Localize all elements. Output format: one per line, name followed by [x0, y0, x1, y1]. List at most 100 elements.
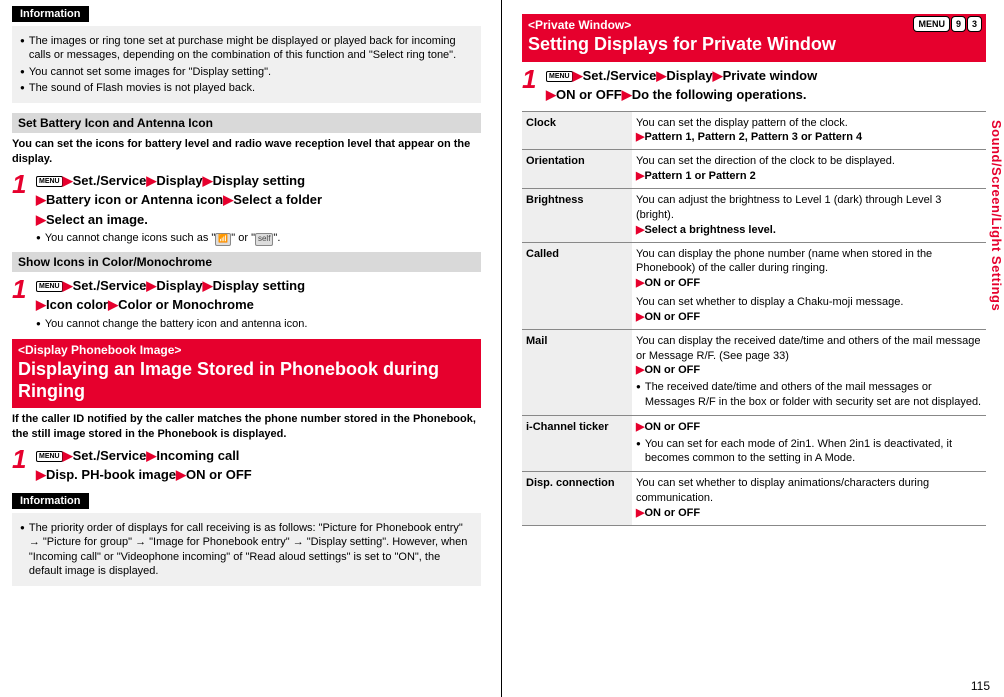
step-number: 1: [522, 66, 546, 105]
table-row: Disp. connection You can set whether to …: [522, 472, 986, 526]
row-label: i-Channel ticker: [522, 415, 632, 471]
row-action: Pattern 1, Pattern 2, Pattern 3 or Patte…: [644, 131, 862, 143]
info-bullet: You cannot set some images for "Display …: [20, 65, 473, 79]
header-key-icons: MENU93: [912, 16, 982, 32]
note-text: You cannot change the battery icon and a…: [45, 317, 308, 331]
information-block-1: The images or ring tone set at purchase …: [12, 26, 481, 103]
table-row: Clock You can set the display pattern of…: [522, 111, 986, 150]
path-seg: Select a folder: [233, 192, 322, 207]
row-label: Brightness: [522, 188, 632, 242]
path-seg: Display: [666, 68, 712, 83]
menu-icon: MENU: [36, 451, 63, 462]
info-bullet: The images or ring tone set at purchase …: [20, 34, 473, 63]
row-action: ON or OFF: [644, 421, 700, 433]
path-seg: Display: [156, 278, 202, 293]
step-body: MENU▶Set./Service▶Display▶Display settin…: [36, 276, 481, 315]
section-monochrome: Show Icons in Color/Monochrome: [12, 252, 481, 272]
path-seg: Set./Service: [73, 173, 147, 188]
row-action: ON or OFF: [644, 364, 700, 376]
path-seg: Disp. PH-book image: [46, 467, 176, 482]
row-text: You can set the direction of the clock t…: [636, 155, 895, 167]
step-1-battery: 1 MENU▶Set./Service▶Display▶Display sett…: [12, 171, 481, 230]
private-window-table: Clock You can set the display pattern of…: [522, 111, 986, 526]
row-action: ON or OFF: [644, 507, 700, 519]
row-text: You can set the display pattern of the c…: [636, 117, 848, 129]
path-seg: Incoming call: [156, 448, 239, 463]
feature-phonebook-image: <Display Phonebook Image> Displaying an …: [12, 339, 481, 408]
menu-icon: MENU: [36, 176, 63, 187]
row-text: The received date/time and others of the…: [645, 380, 982, 409]
row-text: You can display the phone number (name w…: [636, 248, 932, 275]
info-bullet: The sound of Flash movies is not played …: [20, 81, 473, 95]
self-icon: self: [255, 233, 273, 245]
path-seg: Battery icon or Antenna icon: [46, 192, 223, 207]
path-seg: Display: [156, 173, 202, 188]
key-9-icon: 9: [951, 16, 966, 32]
key-3-icon: 3: [967, 16, 982, 32]
row-text: You can adjust the brightness to Level 1…: [636, 194, 941, 221]
table-row: Orientation You can set the direction of…: [522, 150, 986, 189]
row-body: You can display the phone number (name w…: [632, 242, 986, 329]
row-text: You can display the received date/time a…: [636, 335, 980, 362]
path-seg: Private window: [723, 68, 818, 83]
row-label: Orientation: [522, 150, 632, 189]
feature-private-window: MENU93 <Private Window> Setting Displays…: [522, 14, 986, 62]
row-action: Select a brightness level.: [644, 224, 775, 236]
note-text: You cannot change icons such as ": [45, 232, 215, 244]
menu-icon: MENU: [36, 281, 63, 292]
step-number: 1: [12, 446, 36, 485]
page-number: 115: [971, 679, 990, 693]
page: Information The images or ring tone set …: [0, 0, 1004, 697]
right-column: MENU93 <Private Window> Setting Displays…: [502, 0, 1004, 697]
row-note: The received date/time and others of the…: [636, 380, 982, 409]
step-1-phonebook: 1 MENU▶Set./Service▶Incoming call ▶Disp.…: [12, 446, 481, 485]
phonebook-intro: If the caller ID notified by the caller …: [12, 412, 481, 442]
row-body: You can set the display pattern of the c…: [632, 111, 986, 150]
feature-title: Setting Displays for Private Window: [528, 34, 980, 56]
path-seg: Set./Service: [583, 68, 657, 83]
table-row: i-Channel ticker ▶ON or OFF You can set …: [522, 415, 986, 471]
path-seg: Set./Service: [73, 278, 147, 293]
table-row: Brightness You can adjust the brightness…: [522, 188, 986, 242]
note-icons: You cannot change icons such as "📶" or "…: [36, 231, 481, 245]
row-label: Called: [522, 242, 632, 329]
battery-intro: You can set the icons for battery level …: [12, 137, 481, 167]
row-body: ▶ON or OFF You can set for each mode of …: [632, 415, 986, 471]
information-block-2: The priority order of displays for call …: [12, 513, 481, 586]
row-text: You can set for each mode of 2in1. When …: [645, 437, 982, 466]
note-text: " or ": [231, 232, 255, 244]
table-row: Mail You can display the received date/t…: [522, 329, 986, 415]
step-body: MENU▶Set./Service▶Display▶Display settin…: [36, 171, 481, 230]
row-body: You can set whether to display animation…: [632, 472, 986, 526]
path-seg: Display setting: [213, 173, 305, 188]
row-label: Clock: [522, 111, 632, 150]
path-seg: ON or OFF: [556, 87, 622, 102]
row-note: You can set for each mode of 2in1. When …: [636, 437, 982, 466]
path-seg: Set./Service: [73, 448, 147, 463]
table-row: Called You can display the phone number …: [522, 242, 986, 329]
step-number: 1: [12, 171, 36, 230]
path-seg: Icon color: [46, 297, 108, 312]
left-column: Information The images or ring tone set …: [0, 0, 502, 697]
information-label-2: Information: [12, 493, 89, 509]
menu-key-icon: MENU: [913, 16, 950, 32]
row-text: You can set whether to display animation…: [636, 477, 929, 504]
feature-title: Displaying an Image Stored in Phonebook …: [18, 359, 475, 402]
side-tab: Sound/Screen/Light Settings: [989, 120, 1004, 311]
row-body: You can set the direction of the clock t…: [632, 150, 986, 189]
note-text: ".: [273, 232, 280, 244]
row-label: Mail: [522, 329, 632, 415]
step-number: 1: [12, 276, 36, 315]
path-seg: ON or OFF: [186, 467, 252, 482]
row-label: Disp. connection: [522, 472, 632, 526]
row-action: Pattern 1 or Pattern 2: [644, 170, 755, 182]
row-action: ON or OFF: [644, 311, 700, 323]
path-seg: Display setting: [213, 278, 305, 293]
path-seg: Select an image.: [46, 212, 148, 227]
step-body: MENU▶Set./Service▶Incoming call ▶Disp. P…: [36, 446, 481, 485]
row-text: You can set whether to display a Chaku-m…: [636, 296, 903, 308]
info-text: You cannot set some images for "Display …: [29, 65, 271, 79]
row-action: ON or OFF: [644, 277, 700, 289]
antenna-icon: 📶: [215, 233, 231, 245]
path-seg: Do the following operations.: [632, 87, 807, 102]
